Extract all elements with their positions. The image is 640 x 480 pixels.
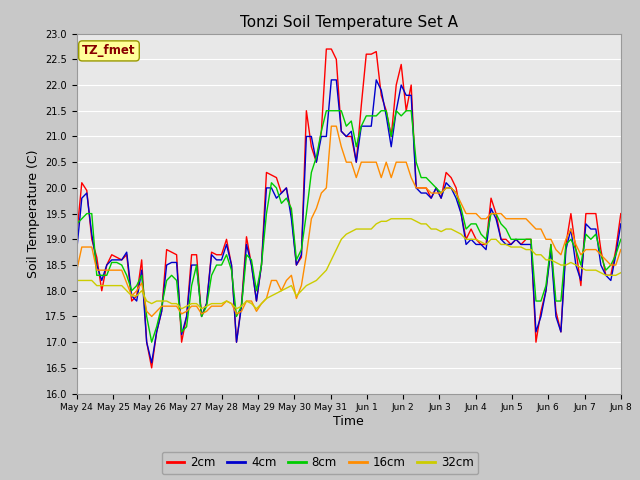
16cm (73, 267, 81, 273)
16cm (592, 247, 600, 252)
2cm (467, 226, 475, 232)
32cm (73, 277, 81, 283)
32cm (178, 306, 186, 312)
32cm (617, 270, 625, 276)
16cm (333, 123, 340, 129)
16cm (612, 262, 620, 268)
2cm (348, 133, 355, 139)
4cm (333, 77, 340, 83)
32cm (328, 257, 335, 263)
8cm (323, 108, 330, 114)
8cm (592, 231, 600, 237)
2cm (592, 211, 600, 216)
2cm (148, 365, 156, 371)
X-axis label: Time: Time (333, 415, 364, 428)
Y-axis label: Soil Temperature (C): Soil Temperature (C) (27, 149, 40, 278)
32cm (612, 273, 620, 278)
4cm (148, 360, 156, 366)
8cm (333, 108, 340, 114)
8cm (617, 237, 625, 242)
Line: 32cm: 32cm (77, 219, 621, 309)
Legend: 2cm, 4cm, 8cm, 16cm, 32cm: 2cm, 4cm, 8cm, 16cm, 32cm (162, 452, 478, 474)
Title: Tonzi Soil Temperature Set A: Tonzi Soil Temperature Set A (240, 15, 458, 30)
4cm (617, 221, 625, 227)
16cm (237, 309, 245, 314)
2cm (323, 46, 330, 52)
4cm (467, 237, 475, 242)
8cm (467, 221, 475, 227)
16cm (328, 123, 335, 129)
8cm (348, 118, 355, 124)
32cm (467, 237, 475, 242)
2cm (617, 211, 625, 216)
2cm (612, 247, 620, 252)
8cm (612, 252, 620, 258)
8cm (73, 221, 81, 227)
4cm (237, 303, 245, 309)
Line: 16cm: 16cm (77, 126, 621, 316)
Text: TZ_fmet: TZ_fmet (82, 44, 136, 58)
4cm (348, 129, 355, 134)
4cm (328, 77, 335, 83)
32cm (342, 231, 350, 237)
8cm (148, 339, 156, 345)
4cm (612, 252, 620, 258)
16cm (348, 159, 355, 165)
32cm (592, 267, 600, 273)
2cm (333, 57, 340, 62)
Line: 4cm: 4cm (77, 80, 621, 363)
16cm (617, 247, 625, 252)
4cm (592, 226, 600, 232)
4cm (73, 247, 81, 252)
Line: 2cm: 2cm (77, 49, 621, 368)
8cm (237, 303, 245, 309)
Line: 8cm: 8cm (77, 111, 621, 342)
16cm (467, 211, 475, 216)
16cm (148, 313, 156, 319)
32cm (237, 303, 245, 309)
2cm (73, 231, 81, 237)
2cm (237, 300, 245, 307)
32cm (387, 216, 395, 222)
